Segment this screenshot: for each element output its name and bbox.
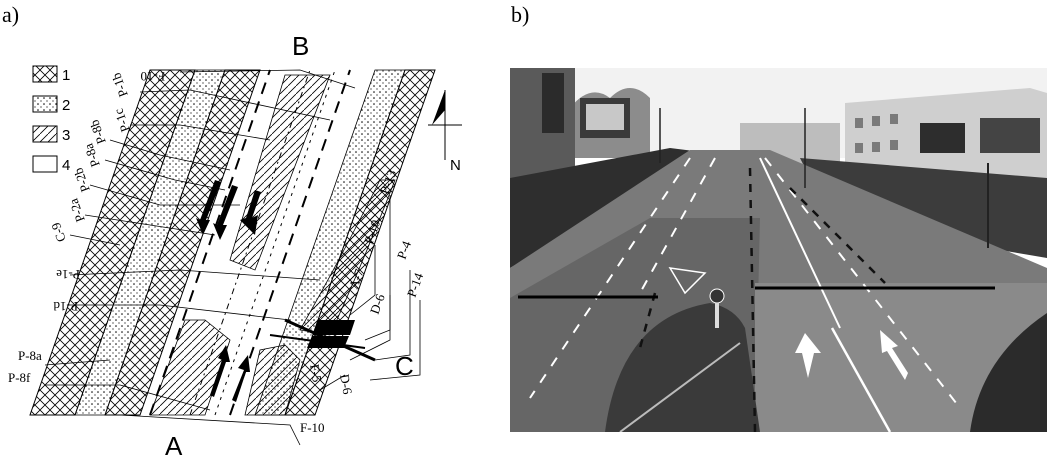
leader-lines: [44, 69, 421, 446]
north-arrow: N: [428, 90, 462, 174]
point-b: B: [292, 31, 309, 61]
legend-key-4: 4: [62, 157, 70, 174]
right-hedge: [800, 158, 1047, 258]
label-p14: P-14: [404, 270, 427, 299]
legend-item-blank: 4: [32, 155, 70, 174]
legend-item-diagonal: 3: [32, 125, 70, 144]
legend-key-2: 2: [62, 97, 70, 114]
label-p2b: P-2b: [70, 166, 92, 194]
label-p1b: P-1b: [108, 71, 130, 99]
sign-post: [709, 288, 725, 328]
label-f10-bottom: F-10: [300, 420, 325, 435]
label-p8f: P-8f: [8, 370, 31, 385]
legend-key-1: 1: [62, 67, 70, 84]
panel-a-label: a): [2, 2, 20, 27]
legend-item-crosshatch: 1: [32, 65, 70, 84]
compass-label: N: [450, 157, 461, 174]
road-arrow-left: [795, 333, 821, 378]
legend-key-3: 3: [62, 127, 70, 144]
label-d6-bottom: D-6: [337, 373, 355, 396]
label-p1d: P-1d: [53, 299, 78, 314]
hatched-area: [668, 267, 707, 295]
point-c: C: [395, 351, 414, 381]
label-p8a-left: P-8a: [80, 141, 102, 169]
label-p8b: P-8b: [86, 118, 108, 146]
point-a: A: [165, 431, 183, 461]
road-layout-diagram: 1 2 3 4: [8, 31, 462, 461]
label-p2a: P-2a: [65, 196, 87, 224]
label-c9: C-9: [48, 221, 69, 244]
label-p8a-bottom: P-8a: [18, 348, 42, 363]
label-f5: F-5: [307, 363, 325, 383]
label-p1c: P-1c: [110, 106, 132, 134]
label-a7: A-7: [346, 266, 367, 291]
label-p4: P-4: [394, 238, 414, 261]
legend: 1 2 3 4: [32, 65, 70, 174]
label-p1e: P-1e: [56, 267, 80, 282]
label-d6-right: D-6: [367, 291, 388, 316]
panel-b-label: b): [511, 2, 530, 27]
road-arrow-right: [880, 330, 908, 380]
pedestrian-crossing: [269, 318, 376, 362]
road-photo: [510, 68, 1047, 432]
legend-item-dots: 2: [32, 95, 70, 114]
label-f10-top: F-10: [140, 69, 165, 84]
lane-markings: [529, 157, 961, 409]
direction-arrows: [196, 180, 261, 402]
median-island: [605, 303, 760, 432]
guardrail: [619, 342, 741, 432]
